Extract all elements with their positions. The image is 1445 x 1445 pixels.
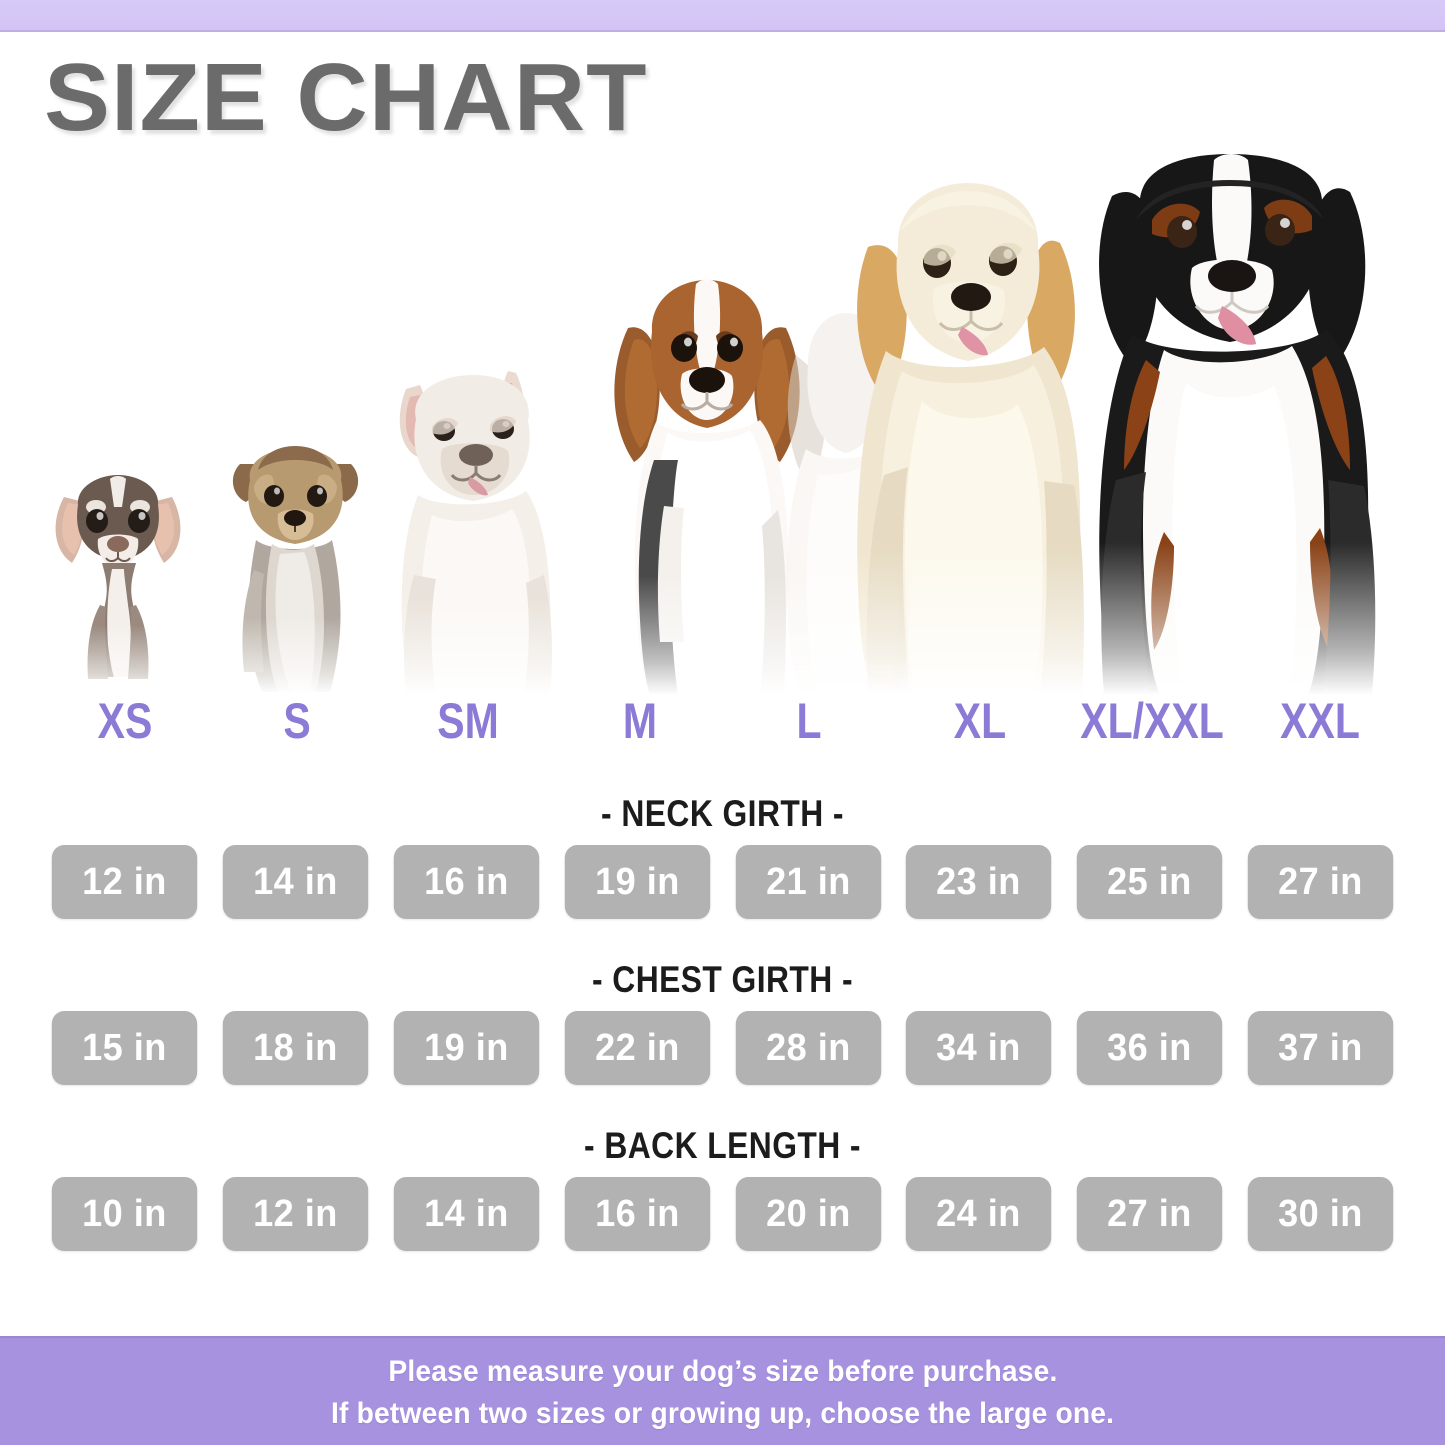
badge-neck-xl: 23 in <box>906 845 1052 919</box>
dog-beagle-icon <box>592 270 822 695</box>
badge-neck-s: 14 in <box>222 845 368 919</box>
badge-chest-xs: 15 in <box>51 1011 198 1085</box>
page-title: SIZE CHART <box>44 44 648 151</box>
badge-row-neck-girth: 12 in 14 in 16 in 19 in 21 in 23 in 25 i… <box>0 845 1445 919</box>
footer-instruction-band: Please measure your dog’s size before pu… <box>0 1336 1445 1445</box>
size-label-sm: SM <box>437 693 499 749</box>
section-back-length: - BACK LENGTH - 10 in 12 in 14 in 16 in … <box>0 1125 1445 1251</box>
top-accent-band <box>0 0 1445 32</box>
section-title-back-length: - BACK LENGTH - <box>584 1125 861 1166</box>
badge-back-xxl: 30 in <box>1247 1177 1394 1251</box>
badge-chest-xlxxl: 36 in <box>1077 1011 1223 1085</box>
badge-neck-sm: 16 in <box>393 845 539 919</box>
dog-yorkshire-terrier-icon <box>188 420 403 695</box>
section-title-chest-girth: - CHEST GIRTH - <box>591 959 853 1000</box>
dog-illustration-strip <box>0 150 1445 695</box>
size-label-m: M <box>622 693 658 749</box>
size-label-row: XS S SM M L XL XL/XXL XXL <box>0 693 1445 753</box>
badge-back-xl: 24 in <box>906 1177 1052 1251</box>
dog-chihuahua-icon <box>18 445 218 695</box>
badge-chest-m: 22 in <box>564 1011 710 1085</box>
badge-neck-m: 19 in <box>564 845 710 919</box>
footer-line-1: Please measure your dog’s size before pu… <box>387 1355 1058 1389</box>
size-label-xs: XS <box>97 693 153 749</box>
badge-neck-xs: 12 in <box>51 845 198 919</box>
size-label-xl: XL <box>953 693 1007 749</box>
badge-chest-xl: 34 in <box>906 1011 1052 1085</box>
badge-chest-xxl: 37 in <box>1247 1011 1394 1085</box>
section-chest-girth: - CHEST GIRTH - 15 in 18 in 19 in 22 in … <box>0 959 1445 1085</box>
badge-chest-l: 28 in <box>735 1011 881 1085</box>
badge-back-sm: 14 in <box>393 1177 539 1251</box>
badge-back-xlxxl: 27 in <box>1077 1177 1223 1251</box>
badge-back-xs: 10 in <box>51 1177 198 1251</box>
badge-chest-sm: 19 in <box>393 1011 539 1085</box>
badge-back-m: 16 in <box>564 1177 710 1251</box>
badge-back-l: 20 in <box>735 1177 881 1251</box>
badge-neck-l: 21 in <box>735 845 881 919</box>
badge-row-back-length: 10 in 12 in 14 in 16 in 20 in 24 in 27 i… <box>0 1177 1445 1251</box>
section-neck-girth: - NECK GIRTH - 12 in 14 in 16 in 19 in 2… <box>0 793 1445 919</box>
section-title-neck-girth: - NECK GIRTH - <box>601 793 844 834</box>
badge-neck-xxl: 27 in <box>1247 845 1394 919</box>
dog-bernese-mountain-dog-icon <box>1078 150 1388 695</box>
size-label-xxl: XXL <box>1280 693 1360 749</box>
size-label-s: S <box>283 693 311 749</box>
footer-line-2: If between two sizes or growing up, choo… <box>330 1396 1115 1430</box>
badge-back-s: 12 in <box>222 1177 368 1251</box>
size-label-xl-xxl: XL/XXL <box>1080 693 1224 749</box>
size-label-l: L <box>796 693 822 749</box>
dog-french-bulldog-icon <box>358 345 593 695</box>
badge-row-chest-girth: 15 in 18 in 19 in 22 in 28 in 34 in 36 i… <box>0 1011 1445 1085</box>
dog-golden-retriever-icon <box>838 175 1103 695</box>
badge-neck-xlxxl: 25 in <box>1077 845 1223 919</box>
badge-chest-s: 18 in <box>222 1011 368 1085</box>
